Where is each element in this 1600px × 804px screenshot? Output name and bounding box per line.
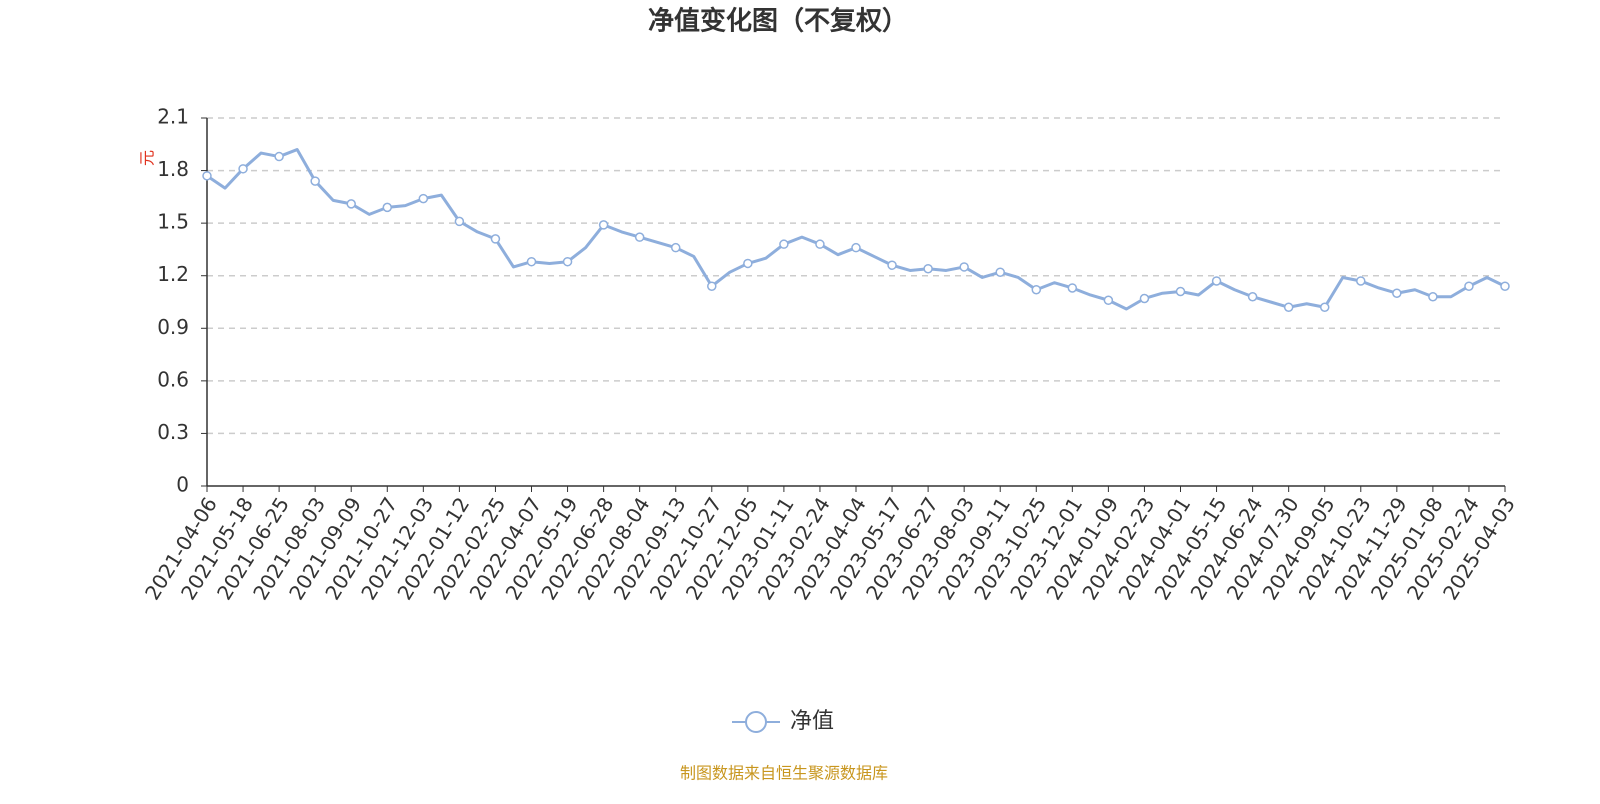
point-marker — [238, 164, 248, 174]
point-marker — [418, 193, 429, 204]
y-tick-label: 1.2 — [157, 262, 189, 286]
series-line — [206, 148, 1506, 311]
chart-title: 净值变化图（不复权） — [648, 6, 908, 37]
point-marker — [1211, 276, 1222, 286]
y-tick-label: 0 — [176, 473, 189, 497]
point-marker — [1067, 283, 1078, 293]
y-tick-label: 0.3 — [157, 420, 189, 444]
point-marker — [1175, 286, 1186, 297]
y-axis-label: 元 — [138, 150, 157, 166]
point-marker — [670, 242, 681, 253]
point-marker — [1283, 302, 1294, 313]
legend-label: 净值 — [790, 709, 834, 734]
point-marker — [346, 199, 356, 209]
point-marker — [1356, 276, 1366, 286]
point-marker — [598, 220, 609, 230]
point-marker — [454, 216, 465, 227]
source-note: 制图数据来自恒生聚源数据库 — [680, 764, 888, 783]
point-marker — [1139, 293, 1150, 304]
point-marker — [274, 151, 284, 162]
point-marker — [382, 202, 393, 213]
point-marker — [1103, 295, 1114, 305]
point-marker — [1319, 302, 1330, 313]
point-marker — [1464, 281, 1474, 291]
point-marker — [562, 256, 573, 267]
point-marker — [1428, 291, 1438, 302]
y-tick-label: 2.1 — [157, 105, 189, 129]
point-marker — [490, 234, 501, 244]
point-marker — [310, 176, 320, 186]
point-marker — [526, 256, 537, 267]
point-marker — [851, 242, 861, 253]
point-marker — [707, 281, 717, 291]
legend-symbol — [745, 711, 767, 733]
point-marker — [743, 258, 753, 269]
y-tick-label: 1.8 — [157, 157, 189, 181]
point-marker — [779, 239, 789, 249]
point-marker — [634, 232, 645, 242]
y-tick-label: 0.6 — [157, 367, 189, 391]
y-tick-label: 1.5 — [157, 210, 189, 234]
point-marker — [959, 262, 969, 272]
y-tick-label: 0.9 — [157, 315, 189, 339]
point-marker — [995, 267, 1005, 277]
point-marker — [923, 263, 933, 274]
point-marker — [815, 239, 825, 249]
point-marker — [1031, 284, 1042, 295]
point-marker — [202, 171, 212, 181]
point-marker — [1247, 291, 1258, 302]
point-marker — [1500, 281, 1510, 291]
point-marker — [887, 260, 897, 270]
point-marker — [1392, 288, 1402, 298]
